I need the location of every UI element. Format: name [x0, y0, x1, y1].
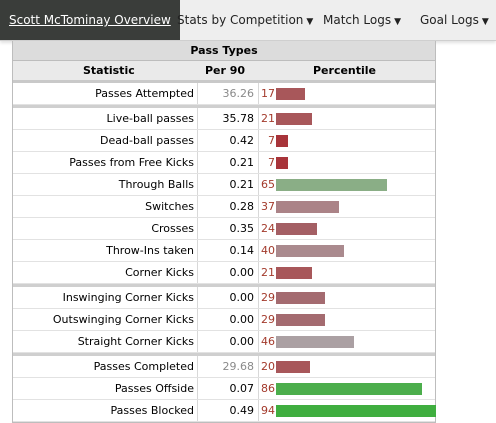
row-per90: 0.35 [197, 218, 259, 239]
table-row: Throw-Ins taken 0.14 40 [13, 240, 435, 262]
row-percentile-value: 20 [261, 360, 275, 373]
table-row: Dead-ball passes 0.42 7 [13, 130, 435, 152]
row-percentile-value: 65 [261, 178, 275, 191]
row-per90: 0.00 [197, 287, 259, 308]
row-statistic: Switches [145, 200, 194, 213]
row-per90: 0.21 [197, 174, 259, 195]
nav-match-logs[interactable]: Match Logs ▼ [323, 0, 401, 40]
nav-match-logs-label: Match Logs [323, 13, 392, 27]
row-statistic: Dead-ball passes [100, 134, 194, 147]
percentile-bar [276, 383, 422, 395]
row-per90: 36.26 [197, 83, 259, 104]
percentile-bar [276, 292, 325, 304]
row-per90: 0.21 [197, 152, 259, 173]
chevron-down-icon: ▼ [394, 17, 402, 27]
percentile-bar [276, 245, 344, 257]
row-per90: 0.00 [197, 331, 259, 352]
row-percentile-value: 46 [261, 335, 275, 348]
table-row: Passes from Free Kicks 0.21 7 [13, 152, 435, 174]
row-statistic: Passes Blocked [110, 404, 194, 417]
percentile-bar [276, 88, 305, 100]
percentile-bar [276, 314, 325, 326]
table-body: Passes Attempted 36.26 17 Live-ball passes 3… [13, 83, 436, 422]
table-title: Pass Types [13, 41, 435, 61]
row-percentile-value: 94 [261, 404, 275, 417]
table-header-row: Statistic Per 90 Percentile [13, 61, 435, 83]
row-statistic: Corner Kicks [125, 266, 194, 279]
nav-overview-link[interactable]: Scott McTominay Overview [0, 0, 180, 40]
row-percentile-value: 37 [261, 200, 275, 213]
table-row: Passes Completed 29.68 20 [13, 353, 435, 378]
row-per90: 0.00 [197, 309, 259, 330]
row-statistic: Passes from Free Kicks [69, 156, 194, 169]
row-per90: 0.42 [197, 130, 259, 151]
table-row: Inswinging Corner Kicks 0.00 29 [13, 284, 435, 309]
table-row: Passes Blocked 0.49 94 [13, 400, 436, 422]
row-percentile-value: 86 [261, 382, 275, 395]
row-percentile-value: 24 [261, 222, 275, 235]
table-row: Switches 0.28 37 [13, 196, 435, 218]
chevron-down-icon: ▼ [306, 17, 314, 27]
row-per90: 29.68 [197, 356, 259, 377]
row-statistic: Throw-Ins taken [106, 244, 194, 257]
row-statistic: Passes Completed [93, 360, 194, 373]
table-row: Outswinging Corner Kicks 0.00 29 [13, 309, 435, 331]
row-per90: 0.28 [197, 196, 259, 217]
percentile-bar [276, 336, 354, 348]
top-nav: Scott McTominay Overview Stats by Compet… [0, 0, 496, 41]
row-per90: 35.78 [197, 108, 259, 129]
table-row: Crosses 0.35 24 [13, 218, 435, 240]
row-percentile-value: 29 [261, 313, 275, 326]
row-percentile-value: 7 [268, 134, 275, 147]
percentile-bar [276, 113, 312, 125]
percentile-bar [276, 361, 310, 373]
row-percentile-value: 21 [261, 112, 275, 125]
row-per90: 0.00 [197, 262, 259, 283]
header-statistic: Statistic [83, 64, 135, 77]
header-per90: Per 90 [205, 64, 246, 77]
row-percentile-value: 40 [261, 244, 275, 257]
row-statistic: Passes Attempted [95, 87, 194, 100]
percentile-bar [276, 267, 312, 279]
table-row: Passes Offside 0.07 86 [13, 378, 435, 400]
row-statistic: Passes Offside [114, 382, 194, 395]
row-statistic: Crosses [151, 222, 194, 235]
row-statistic: Inswinging Corner Kicks [62, 291, 194, 304]
row-percentile-value: 17 [261, 87, 275, 100]
percentile-bar [276, 135, 288, 147]
row-percentile-value: 7 [268, 156, 275, 169]
header-percentile: Percentile [313, 64, 377, 77]
percentile-bar [276, 405, 436, 417]
chevron-down-icon: ▼ [481, 17, 489, 27]
row-per90: 0.49 [197, 400, 259, 421]
table-row: Through Balls 0.21 65 [13, 174, 435, 196]
percentile-bar [276, 179, 387, 191]
row-statistic: Outswinging Corner Kicks [52, 313, 194, 326]
nav-stats-by-competition[interactable]: Stats by Competition ▼ [177, 0, 313, 40]
percentile-bar [276, 223, 317, 235]
nav-goal-logs[interactable]: Goal Logs ▼ [420, 0, 489, 40]
percentile-bar [276, 201, 339, 213]
row-statistic: Live-ball passes [106, 112, 194, 125]
row-per90: 0.14 [197, 240, 259, 261]
table-row: Live-ball passes 35.78 21 [13, 105, 435, 130]
table-row: Straight Corner Kicks 0.00 46 [13, 331, 435, 353]
percentile-bar [276, 157, 288, 169]
table-row: Corner Kicks 0.00 21 [13, 262, 435, 284]
row-statistic: Straight Corner Kicks [77, 335, 194, 348]
nav-stats-by-competition-label: Stats by Competition [177, 13, 304, 27]
row-per90: 0.07 [197, 378, 259, 399]
row-statistic: Through Balls [118, 178, 194, 191]
row-percentile-value: 29 [261, 291, 275, 304]
row-percentile-value: 21 [261, 266, 275, 279]
nav-goal-logs-label: Goal Logs [420, 13, 479, 27]
pass-types-table: Pass Types Statistic Per 90 Percentile P… [12, 41, 436, 423]
table-row: Passes Attempted 36.26 17 [13, 83, 435, 105]
